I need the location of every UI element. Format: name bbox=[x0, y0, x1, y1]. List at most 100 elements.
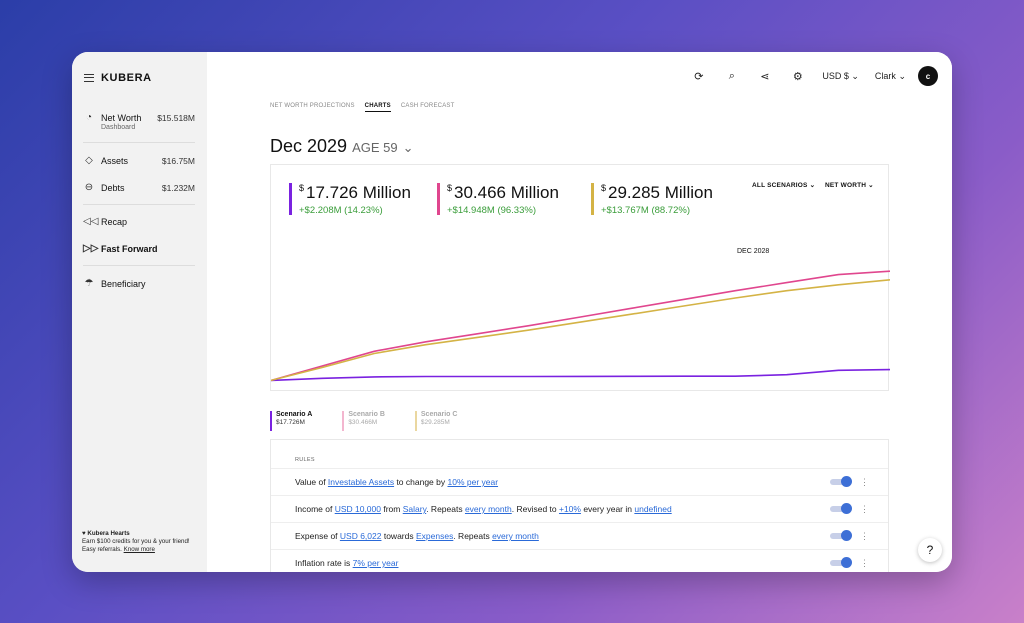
rule-link[interactable]: 7% per year bbox=[352, 558, 399, 568]
projection-chart-card: $17.726 Million +$2.208M (14.23%) $30.46… bbox=[270, 164, 890, 391]
share-icon[interactable]: ⋖ bbox=[760, 70, 770, 83]
currency-selector[interactable]: USD $ ⌄ bbox=[822, 71, 859, 82]
rule-link[interactable]: every month bbox=[464, 504, 512, 514]
rule-link[interactable]: Expenses bbox=[415, 531, 454, 541]
heart-icon: ♥ bbox=[82, 530, 86, 537]
legend-item-scenario-c[interactable]: Scenario C $29.285M bbox=[414, 411, 458, 431]
scenario-a-stat: $17.726 Million +$2.208M (14.23%) bbox=[289, 183, 411, 216]
sidebar-item-value: $15.518M bbox=[157, 112, 195, 123]
sidebar-item-beneficiary[interactable]: ☂ Beneficiary bbox=[83, 278, 195, 289]
rule-text-part: Expense of bbox=[295, 531, 340, 541]
rules-heading: RULES bbox=[295, 457, 315, 463]
rule-row[interactable]: Income of USD 10,000 from Salary. Repeat… bbox=[271, 495, 888, 522]
legend-name: Scenario C bbox=[420, 411, 458, 418]
scenario-change: +$14.948M (96.33%) bbox=[447, 205, 536, 216]
rule-link[interactable]: 10% per year bbox=[447, 477, 499, 487]
sidebar-item-assets[interactable]: ◇ Assets $16.75M bbox=[83, 155, 195, 166]
rule-link[interactable]: undefined bbox=[634, 504, 672, 514]
rule-link[interactable]: USD 10,000 bbox=[334, 504, 381, 514]
rule-link[interactable]: +10% bbox=[558, 504, 581, 514]
app-window: KUBERA ◔ Net Worth $15.518M Dashboard ◇ … bbox=[72, 52, 952, 572]
age-label: AGE 59 bbox=[352, 140, 398, 155]
scenario-b-stat: $30.466 Million +$14.948M (96.33%) bbox=[437, 183, 559, 216]
main-panel: ⟳ ⌕ ⋖ ⚙ USD $ ⌄ Clark ⌄ c NET WORTH PROJ… bbox=[207, 52, 952, 572]
rule-link[interactable]: Investable Assets bbox=[327, 477, 395, 487]
sidebar-item-fast-forward[interactable]: ▷▷ Fast Forward bbox=[83, 243, 195, 254]
menu-icon[interactable] bbox=[84, 74, 94, 82]
promo-title: Kubera Hearts bbox=[87, 530, 130, 537]
divider bbox=[83, 142, 195, 143]
scenario-amount: 29.285 Million bbox=[608, 183, 713, 202]
chevron-down-icon: ⌄ bbox=[809, 182, 816, 189]
diamond-icon: ◇ bbox=[85, 155, 93, 166]
rule-toggle[interactable] bbox=[830, 503, 852, 514]
more-options-icon[interactable]: ⋮ bbox=[860, 476, 869, 487]
chevron-down-icon: ⌄ bbox=[851, 70, 859, 81]
rule-row[interactable]: Expense of USD 6,022 towards Expenses. R… bbox=[271, 522, 888, 549]
rule-link[interactable]: Salary bbox=[402, 504, 427, 514]
brand-name: KUBERA bbox=[101, 72, 152, 84]
promo-line: Easy referrals. bbox=[82, 546, 122, 553]
projection-date-selector[interactable]: Dec 2029 AGE 59 ⌄ bbox=[270, 136, 414, 157]
tab-net-worth-projections[interactable]: NET WORTH PROJECTIONS bbox=[270, 103, 355, 109]
settings-icon[interactable]: ⚙ bbox=[792, 70, 803, 83]
rule-text-part: . Repeats bbox=[453, 531, 493, 541]
rule-text: Inflation rate is 7% per year bbox=[295, 558, 398, 568]
toggle-knob bbox=[841, 503, 852, 514]
toggle-knob bbox=[841, 476, 852, 487]
scenarios-dropdown[interactable]: ALL SCENARIOS ⌄ bbox=[752, 181, 815, 189]
sidebar-item-label: Debts bbox=[101, 182, 125, 193]
rule-link[interactable]: every month bbox=[492, 531, 539, 541]
more-options-icon[interactable]: ⋮ bbox=[860, 503, 869, 514]
more-options-icon[interactable]: ⋮ bbox=[860, 530, 869, 541]
rule-text-part: Value of bbox=[295, 477, 328, 487]
legend-item-scenario-a[interactable]: Scenario A $17.726M bbox=[270, 411, 312, 431]
more-options-icon[interactable]: ⋮ bbox=[860, 557, 869, 568]
refresh-icon[interactable]: ⟳ bbox=[694, 70, 704, 83]
tab-cash-forecast[interactable]: CASH FORECAST bbox=[400, 103, 455, 109]
metric-dropdown[interactable]: NET WORTH ⌄ bbox=[825, 181, 874, 189]
legend-item-scenario-b[interactable]: Scenario B $30.466M bbox=[342, 411, 385, 431]
rules-panel: RULES Value of Investable Assets to chan… bbox=[270, 439, 889, 572]
sidebar-item-debts[interactable]: ⊖ Debts $1.232M bbox=[83, 182, 195, 193]
sidebar: KUBERA ◔ Net Worth $15.518M Dashboard ◇ … bbox=[72, 52, 207, 572]
rule-toggle[interactable] bbox=[830, 557, 852, 568]
tab-charts[interactable]: CHARTS bbox=[364, 103, 391, 112]
sidebar-item-value: $16.75M bbox=[161, 155, 195, 166]
chevron-down-icon: ⌄ bbox=[402, 140, 414, 155]
rule-toggle[interactable] bbox=[830, 476, 852, 487]
scenario-amount: 30.466 Million bbox=[454, 183, 559, 202]
sidebar-item-net-worth[interactable]: ◔ Net Worth $15.518M bbox=[83, 112, 195, 123]
divider bbox=[83, 265, 195, 266]
rule-text-part: from bbox=[381, 504, 403, 514]
legend-value: $30.466M bbox=[348, 419, 378, 426]
rule-row[interactable]: Value of Investable Assets to change by … bbox=[271, 468, 888, 495]
help-button[interactable]: ? bbox=[918, 538, 942, 562]
know-more-link[interactable]: Know more bbox=[123, 546, 155, 553]
promo-line: Earn $100 credits for you & your friend! bbox=[82, 538, 190, 545]
user-menu[interactable]: Clark ⌄ bbox=[875, 71, 906, 82]
scenario-c-stat: $29.285 Million +$13.767M (88.72%) bbox=[591, 183, 713, 216]
chart-legend: Scenario A $17.726M Scenario B $30.466M … bbox=[270, 411, 457, 431]
rule-toggle[interactable] bbox=[830, 530, 852, 541]
sidebar-item-label: Assets bbox=[101, 155, 129, 166]
scenario-change: +$2.208M (14.23%) bbox=[299, 205, 383, 216]
divider bbox=[83, 204, 195, 205]
umbrella-icon: ☂ bbox=[84, 278, 94, 289]
dropdown-label: NET WORTH bbox=[825, 182, 867, 189]
sidebar-item-recap[interactable]: ◁◁ Recap bbox=[83, 216, 195, 227]
user-name: Clark bbox=[874, 70, 896, 81]
search-icon[interactable]: ⌕ bbox=[728, 69, 735, 82]
rule-link[interactable]: USD 6,022 bbox=[339, 531, 382, 541]
brand[interactable]: KUBERA bbox=[84, 72, 152, 84]
debts-icon: ⊖ bbox=[84, 182, 94, 193]
rule-row[interactable]: Inflation rate is 7% per year ⋮ bbox=[271, 549, 888, 572]
avatar[interactable]: c bbox=[918, 66, 938, 86]
net-worth-sublabel: Dashboard bbox=[101, 124, 136, 131]
toggle-knob bbox=[841, 557, 852, 568]
rule-text: Income of USD 10,000 from Salary. Repeat… bbox=[295, 504, 672, 514]
toggle-knob bbox=[841, 530, 852, 541]
legend-value: $29.285M bbox=[420, 419, 450, 426]
sidebar-item-label: Recap bbox=[101, 216, 128, 227]
rewind-icon: ◁◁ bbox=[83, 216, 99, 227]
